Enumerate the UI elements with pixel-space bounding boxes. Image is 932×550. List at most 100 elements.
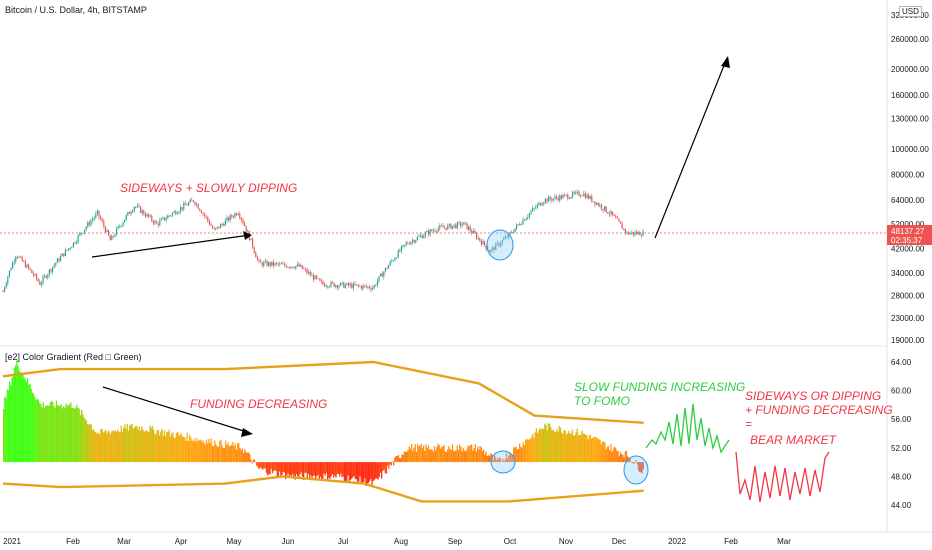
funding-column [29, 384, 31, 463]
funding-column [481, 451, 484, 463]
funding-column [268, 462, 270, 475]
candle-body [485, 245, 487, 250]
funding-column [251, 462, 253, 464]
highlight-circle [486, 229, 514, 261]
price-tick-label: 42000.00 [891, 245, 925, 254]
candle-body [261, 262, 263, 266]
funding-column [159, 435, 161, 463]
candle-body [565, 194, 567, 196]
funding-column [11, 377, 13, 463]
funding-column [545, 424, 547, 463]
funding-column [25, 381, 28, 463]
candle-body [450, 223, 452, 229]
candle-body [440, 225, 442, 227]
funding-column [569, 433, 571, 463]
time-tick-label: Mar [777, 537, 791, 546]
funding-column [426, 447, 428, 463]
candle-body [312, 274, 314, 280]
funding-column [625, 450, 628, 463]
candle-body [88, 222, 90, 225]
funding-column [551, 430, 553, 463]
candle-body [165, 218, 167, 221]
funding-column [429, 449, 431, 463]
candle-body [117, 226, 119, 229]
funding-column [357, 462, 359, 485]
funding-column [384, 462, 386, 474]
funding-column [313, 462, 316, 476]
funding-column [468, 446, 470, 463]
funding-column [211, 445, 214, 463]
funding-column [327, 462, 329, 481]
funding-column [480, 447, 482, 463]
funding-column [270, 462, 272, 469]
candle-body [604, 206, 606, 211]
funding-column [156, 429, 158, 463]
funding-column [473, 448, 475, 463]
funding-column [139, 430, 142, 463]
indicator-tick-label: 56.00 [891, 415, 912, 424]
candle-body [527, 216, 529, 219]
funding-column [348, 462, 350, 483]
candle-body [116, 228, 118, 235]
funding-column [148, 432, 150, 463]
candle-body [106, 230, 108, 233]
funding-column [360, 462, 362, 484]
candle-body [511, 232, 513, 234]
funding-column [603, 441, 605, 463]
candle-body [4, 287, 6, 292]
candle-body [405, 242, 407, 245]
funding-column [355, 462, 358, 480]
funding-column [417, 444, 419, 463]
candle-body [132, 210, 134, 213]
breakout-arrow-head [721, 56, 730, 68]
candle-body [50, 269, 52, 272]
funding-column [594, 437, 596, 463]
candle-body [82, 232, 84, 234]
candle-body [589, 196, 591, 199]
funding-column [371, 462, 373, 485]
candle-body [26, 264, 28, 268]
candle-body [578, 191, 580, 196]
candle-body [68, 248, 70, 251]
funding-column [457, 450, 460, 463]
funding-column [237, 443, 239, 463]
funding-column [561, 432, 563, 463]
funding-column [546, 430, 548, 463]
candle-body [256, 257, 258, 260]
funding-column [197, 441, 199, 463]
funding-column [425, 444, 427, 463]
funding-column [495, 456, 497, 463]
funding-column [442, 446, 444, 463]
candle-body [266, 261, 268, 266]
candle-body [221, 224, 223, 225]
candle-body [239, 214, 241, 218]
funding-column [323, 462, 325, 474]
candle-body [61, 253, 63, 257]
candle-body [306, 269, 308, 273]
candle-body [328, 286, 330, 288]
funding-column [244, 449, 246, 463]
candle-body [80, 233, 82, 235]
funding-column [21, 372, 23, 463]
funding-column [17, 366, 19, 463]
candle-body [516, 224, 518, 229]
candle-body [554, 196, 556, 199]
candle-body [287, 267, 289, 268]
time-tick-label: 2021 [3, 537, 21, 546]
funding-column [12, 374, 14, 463]
candle-body [386, 267, 388, 269]
candle-body [389, 261, 391, 266]
funding-column [299, 462, 301, 475]
candle-body [269, 262, 271, 266]
funding-column [265, 462, 268, 473]
funding-column [629, 457, 631, 463]
funding-column [52, 402, 54, 463]
funding-column [390, 462, 392, 466]
funding-column [105, 429, 107, 463]
funding-column [462, 448, 464, 463]
currency-badge[interactable]: USD [899, 6, 922, 17]
funding-column [534, 431, 536, 463]
candle-body [423, 236, 425, 239]
candle-body [18, 256, 20, 258]
funding-column [287, 462, 289, 474]
